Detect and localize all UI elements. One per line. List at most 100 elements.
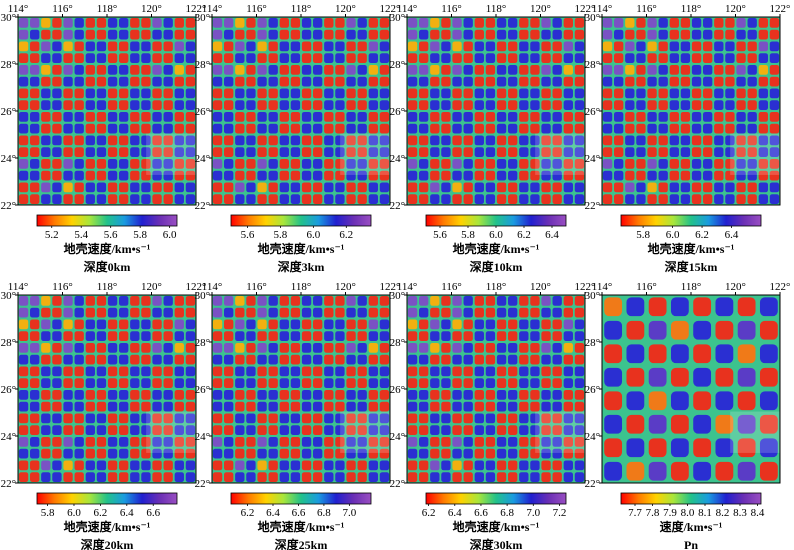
checker-cell <box>670 320 689 340</box>
checker-cell <box>30 158 40 169</box>
checker-cell <box>368 354 378 365</box>
checker-cell <box>141 100 151 111</box>
checker-cell <box>368 88 378 99</box>
checker-cell <box>496 354 507 365</box>
checker-cell <box>212 307 223 318</box>
x-tick-label: 114° <box>592 3 613 15</box>
checker-cell <box>152 436 162 447</box>
checker-cell <box>691 182 702 193</box>
checker-cell <box>335 100 345 111</box>
checker-cell <box>574 41 585 52</box>
checker-cell <box>52 100 62 111</box>
checker-cell <box>357 100 367 111</box>
checker-cell <box>18 158 29 169</box>
checker-cell <box>257 194 267 205</box>
checker-cell <box>174 88 184 99</box>
checker-cell <box>85 135 95 146</box>
checker-cell <box>235 413 245 424</box>
checker-cell <box>268 76 278 87</box>
checker-cell <box>119 295 129 306</box>
checker-cell <box>670 461 689 481</box>
checker-cell <box>63 295 73 306</box>
quantity-label: 地壳速度/km•s⁻¹ <box>258 519 345 534</box>
checker-cell <box>485 123 496 134</box>
checker-cell <box>107 460 118 471</box>
checker-cell <box>658 170 668 181</box>
checker-cell <box>268 64 278 75</box>
checker-cell <box>346 64 356 75</box>
checker-cell <box>357 88 367 99</box>
checker-cell <box>714 158 724 169</box>
checker-cell <box>496 147 507 158</box>
checker-cell <box>357 354 367 365</box>
checker-cell <box>174 76 184 87</box>
checker-cell <box>407 53 418 64</box>
checker-cell <box>530 182 540 193</box>
checker-cell <box>141 194 151 205</box>
checker-cell <box>747 170 757 181</box>
checker-cell <box>18 182 29 193</box>
checker-cell <box>268 41 278 52</box>
checker-cell <box>759 367 778 387</box>
checker-cell <box>107 331 118 342</box>
checker-cell <box>212 401 223 412</box>
checker-cell <box>419 425 429 436</box>
checker-cell <box>74 17 84 28</box>
checker-cell <box>379 17 390 28</box>
checker-cell <box>602 53 613 64</box>
checker-cell <box>407 413 418 424</box>
checker-cell <box>52 88 62 99</box>
checker-cell <box>452 53 462 64</box>
checker-cell <box>235 100 245 111</box>
checker-cell <box>693 438 712 458</box>
checker-cell <box>163 460 173 471</box>
checker-cell <box>563 295 573 306</box>
checker-cell <box>474 472 484 483</box>
checker-cell <box>541 170 551 181</box>
checker-cell <box>452 354 462 365</box>
checker-cell <box>324 307 334 318</box>
checker-cell <box>658 182 668 193</box>
checker-cell <box>235 366 245 377</box>
checker-cell <box>519 319 529 330</box>
checker-cell <box>301 342 312 353</box>
checker-cell <box>346 158 356 169</box>
checker-cell <box>346 354 356 365</box>
checker-cell <box>602 41 613 52</box>
checker-cell <box>604 438 623 458</box>
checker-cell <box>430 295 440 306</box>
y-tick-label: 28° <box>195 337 210 349</box>
checker-cell <box>63 64 73 75</box>
checker-cell <box>357 401 367 412</box>
checker-cell <box>52 307 62 318</box>
checker-cell <box>30 413 40 424</box>
checker-cell <box>541 53 551 64</box>
checker-cell <box>279 53 289 64</box>
checker-cell <box>63 342 73 353</box>
checker-cell <box>419 319 429 330</box>
checker-cell <box>419 135 429 146</box>
checker-cell <box>301 88 312 99</box>
checker-cell <box>563 401 573 412</box>
checker-cell <box>485 295 496 306</box>
checker-cell <box>313 123 323 134</box>
y-tick-label: 28° <box>585 337 600 349</box>
checker-cell <box>130 100 140 111</box>
checker-cell <box>680 135 691 146</box>
checker-cell <box>63 448 73 459</box>
checker-cell <box>441 135 451 146</box>
checker-cell <box>614 111 624 122</box>
checker-cell <box>508 29 518 40</box>
checker-cell <box>452 29 462 40</box>
checker-cell <box>574 331 585 342</box>
checker-cell <box>680 29 691 40</box>
colorbar <box>230 492 372 505</box>
checker-cell <box>212 366 223 377</box>
checker-cell <box>224 194 234 205</box>
checker-cell <box>96 111 107 122</box>
checker-cell <box>574 448 585 459</box>
checker-cell <box>335 413 345 424</box>
checker-cell <box>107 158 118 169</box>
checker-cell <box>52 123 62 134</box>
checker-cell <box>119 194 129 205</box>
